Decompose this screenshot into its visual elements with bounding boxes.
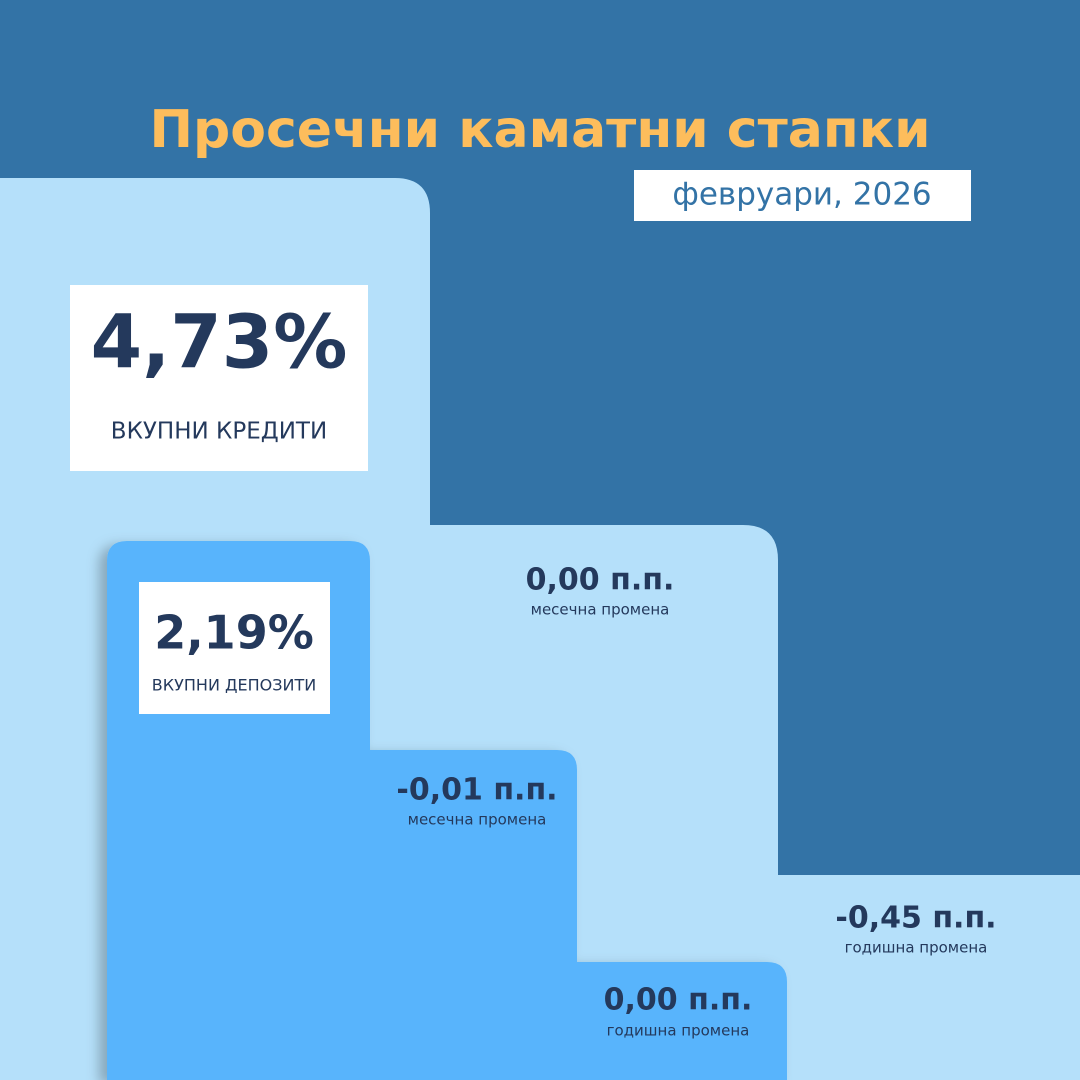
loans-label: ВКУПНИ КРЕДИТИ: [111, 419, 327, 445]
loans-monthly-value: 0,00 п.п.: [526, 563, 675, 598]
loans-monthly-label: месечна промена: [531, 601, 670, 619]
deposits-annual-label: годишна промена: [607, 1022, 750, 1040]
title: Просечни каматни стапки: [149, 100, 930, 160]
loans-box: [70, 285, 368, 471]
deposits-value: 2,19%: [154, 606, 314, 660]
deposits-label: ВКУПНИ ДЕПОЗИТИ: [152, 676, 316, 695]
loans-value: 4,73%: [91, 300, 348, 386]
loans-annual-label: годишна промена: [845, 939, 988, 957]
deposits-monthly-label: месечна промена: [408, 811, 547, 829]
subtitle-box: [634, 170, 971, 221]
deposits-box: [139, 582, 330, 714]
deposits-monthly-value: -0,01 п.п.: [396, 773, 557, 808]
subtitle: февруари, 2026: [672, 177, 931, 213]
loans-annual-value: -0,45 п.п.: [835, 901, 996, 936]
deposits-annual-value: 0,00 п.п.: [604, 983, 753, 1018]
